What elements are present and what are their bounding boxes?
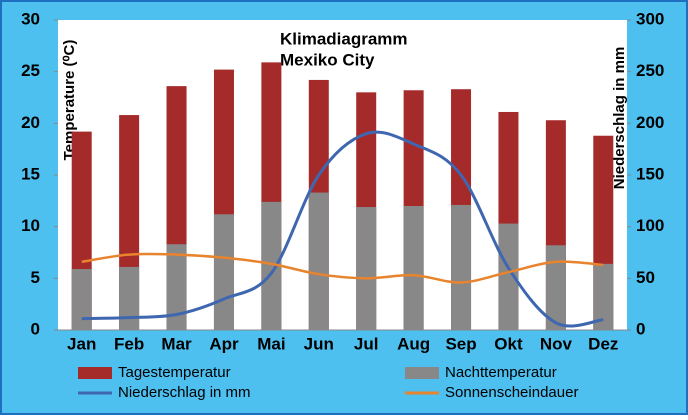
x-tick-label: Jan [67, 334, 96, 353]
y-tick-label: 5 [31, 268, 40, 287]
y2-tick-label: 250 [636, 61, 664, 80]
x-tick-label: Mar [161, 334, 192, 353]
x-tick-label: Jun [304, 334, 334, 353]
bar [308, 192, 329, 330]
bar [213, 214, 234, 330]
x-tick-label: Sep [445, 334, 476, 353]
y-tick-label: 15 [21, 164, 40, 183]
x-tick-label: Mai [257, 334, 285, 353]
legend-swatch [78, 367, 112, 379]
legend-label: Sonnenscheindauer [445, 384, 578, 401]
y-tick-label: 30 [21, 9, 40, 28]
y-tick-label: 20 [21, 113, 40, 132]
legend-label: Niederschlag in mm [118, 384, 251, 401]
y2-tick-label: 100 [636, 216, 664, 235]
y2-tick-label: 0 [636, 319, 645, 338]
y-tick-label: 0 [31, 319, 40, 338]
bar [71, 269, 92, 330]
bar [119, 266, 140, 330]
legend-label: Nachttemperatur [445, 364, 557, 381]
x-tick-label: Jul [354, 334, 379, 353]
bar [166, 244, 187, 330]
legend-swatch [405, 367, 439, 379]
line [81, 252, 604, 284]
y2-tick-label: 50 [636, 268, 655, 287]
y2-tick-label: 300 [636, 9, 664, 28]
y2-axis-label: Niederschlag in mm [611, 47, 628, 190]
y-tick-label: 25 [21, 61, 40, 80]
x-tick-label: Nov [540, 334, 573, 353]
bar [451, 204, 472, 330]
y2-tick-label: 200 [636, 113, 664, 132]
bar [545, 245, 566, 330]
bar [261, 201, 282, 330]
y2-tick-label: 150 [636, 164, 664, 183]
x-tick-label: Apr [209, 334, 239, 353]
x-tick-label: Okt [494, 334, 523, 353]
bar [593, 263, 614, 330]
legend-label: Tagestemperatur [118, 364, 231, 381]
bar [498, 223, 519, 330]
x-tick-label: Feb [114, 334, 144, 353]
bar [356, 207, 377, 330]
chart-title: Klimadiagramm [280, 29, 408, 48]
x-tick-label: Aug [397, 334, 430, 353]
y-axis-label: Temperature (⁰C) [61, 40, 78, 161]
chart-subtitle: Mexiko City [280, 50, 375, 69]
y-tick-label: 10 [21, 216, 40, 235]
bar [403, 206, 424, 330]
x-tick-label: Dez [588, 334, 618, 353]
